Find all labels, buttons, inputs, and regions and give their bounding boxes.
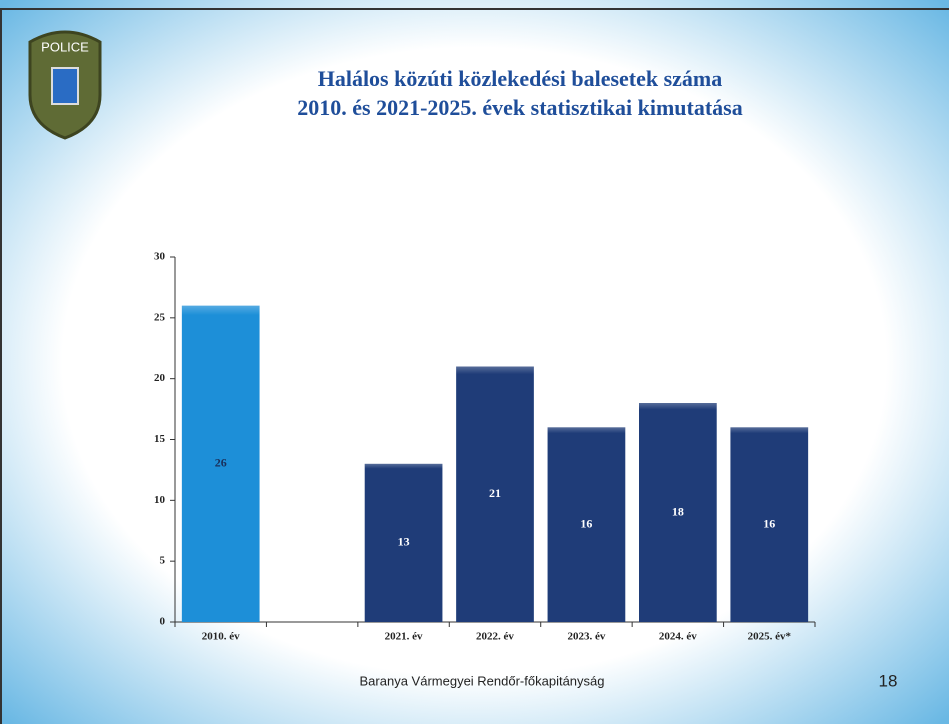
data-label: 26 xyxy=(215,456,227,470)
data-label: 13 xyxy=(398,535,410,549)
y-tick-label: 10 xyxy=(154,494,166,506)
y-tick-label: 15 xyxy=(154,433,166,445)
chart-subtitle: 2010. és 2021-2025. évek statisztikai ki… xyxy=(297,95,742,120)
x-tick-label: 2021. év xyxy=(385,631,423,643)
logo: POLICE xyxy=(28,30,102,140)
y-tick-label: 25 xyxy=(154,311,166,323)
border xyxy=(0,8,949,724)
x-tick-label: 2023. év xyxy=(567,631,605,643)
y-tick-label: 20 xyxy=(154,372,166,384)
data-label: 18 xyxy=(672,504,684,518)
y-tick-label: 0 xyxy=(160,616,166,628)
bar-highlight xyxy=(456,366,534,622)
x-tick-label: 2022. év xyxy=(476,631,514,643)
plot: 0 5 10 15 20 25 30 2010. év 26 2021. év 13 2022. év… xyxy=(154,251,816,643)
bar-highlight xyxy=(364,463,443,622)
bar-highlight xyxy=(730,427,809,622)
x-tick-label: 2025. év* xyxy=(748,631,792,643)
bar-highlight xyxy=(181,305,260,622)
data-label: 16 xyxy=(580,516,592,530)
logo-text: POLICE xyxy=(41,39,89,54)
y-tick-label: 30 xyxy=(154,251,166,263)
x-tick-label: 2024. év xyxy=(659,631,697,643)
chart-title: Halálos közúti közlekedési balesetek szá… xyxy=(318,66,723,91)
footer: Baranya Vármegyei Rendőr-főkapitányság xyxy=(360,673,605,688)
y-tick-label: 5 xyxy=(160,555,166,567)
x-tick-label: 2010. év xyxy=(202,631,240,643)
data-label: 16 xyxy=(763,516,775,530)
bar-highlight xyxy=(547,427,626,622)
page-number: 18 xyxy=(879,671,898,690)
data-label: 21 xyxy=(489,486,501,500)
bar-highlight xyxy=(639,403,717,622)
